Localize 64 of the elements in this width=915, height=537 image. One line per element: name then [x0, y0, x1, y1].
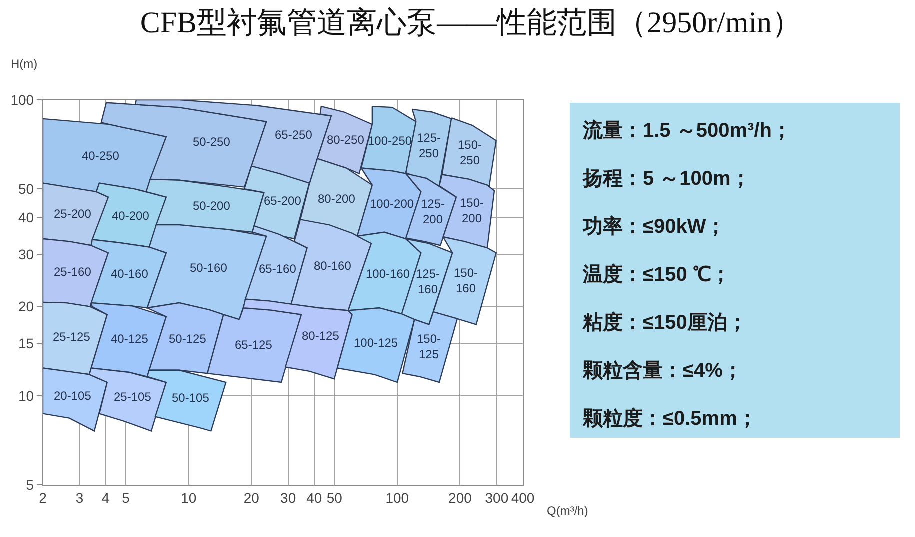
series-label: 80-125 — [302, 329, 340, 343]
x-tick-label: 2 — [39, 490, 48, 506]
series-label: 40-250 — [82, 149, 120, 163]
text: 扬程：5 ～100m； — [582, 168, 751, 190]
series-label: 150-200 — [460, 196, 484, 226]
series-label: 100-125 — [354, 336, 398, 350]
text: 功率：≤90kW； — [582, 215, 726, 238]
x-tick-label: 300 — [485, 490, 509, 506]
series-label: 150-160 — [454, 266, 478, 296]
series-label: 150-125 — [417, 332, 442, 362]
x-tick-label: 30 — [280, 490, 296, 506]
series-label: 40-200 — [112, 209, 150, 223]
text: 粘度：≤150厘泊； — [582, 311, 748, 334]
x-tick-label: 40 — [306, 490, 322, 506]
series-label: 25-105 — [114, 390, 152, 404]
series-label: 50-125 — [169, 332, 207, 346]
x-tick-label: 200 — [448, 490, 472, 506]
x-tick-label: 5 — [122, 490, 130, 506]
series-label: 65-200 — [264, 194, 302, 208]
series-label: 65-160 — [259, 262, 297, 276]
x-tick-label: 20 — [244, 490, 260, 506]
x-tick-label: 50 — [326, 490, 343, 506]
series-label: 65-125 — [235, 338, 273, 352]
series-label: 125-250 — [417, 131, 442, 161]
series-label: 100-250 — [368, 134, 412, 148]
x-tick-label: 400 — [511, 490, 535, 506]
series-label: 80-160 — [314, 259, 352, 273]
series-label: 100-200 — [370, 197, 414, 211]
y-axis-title: H(m) — [11, 57, 38, 71]
series-label: 50-200 — [193, 199, 231, 213]
y-tick-label: 5 — [26, 476, 34, 493]
series-label: 40-160 — [111, 267, 149, 281]
y-tick-label: 30 — [18, 246, 34, 263]
x-tick-label: 4 — [102, 490, 110, 506]
text: 颗粒含量：≤4%； — [582, 359, 743, 382]
y-tick-label: 50 — [18, 180, 34, 197]
series-label: 80-200 — [318, 192, 356, 206]
series-label: 65-250 — [275, 128, 313, 142]
series-label: 80-250 — [327, 133, 365, 147]
y-tick-label: 20 — [18, 298, 34, 315]
series-label: 25-200 — [54, 207, 92, 221]
y-tick-label: 15 — [18, 336, 34, 352]
series-label: 100-160 — [366, 267, 410, 281]
x-tick-label: 10 — [181, 490, 197, 506]
series-label: 25-160 — [54, 265, 92, 279]
series-label: 125-160 — [416, 267, 440, 297]
y-tick-label: 10 — [18, 388, 34, 404]
series-label: 40-125 — [111, 332, 149, 346]
series-label: 125-200 — [421, 197, 446, 227]
series-label: 25-125 — [53, 330, 91, 344]
series-label: 50-160 — [190, 261, 228, 275]
text: 温度：≤150 ℃； — [582, 263, 731, 286]
series-label: 20-105 — [54, 389, 92, 403]
text: 颗粒度：≤0.5mm； — [582, 407, 758, 430]
y-tick-label: 40 — [18, 210, 34, 226]
series-label: 150-250 — [458, 138, 482, 168]
chart-title: CFB型衬氟管道离心泵——性能范围（2950r/min） — [140, 6, 802, 40]
series-label: 50-250 — [193, 135, 231, 149]
x-axis-title: Q(m³/h) — [547, 504, 588, 518]
x-tick-label: 3 — [76, 490, 84, 506]
series-label: 50-105 — [172, 391, 210, 405]
y-tick-label: 100 — [10, 92, 34, 108]
x-tick-label: 100 — [386, 490, 410, 506]
text: 流量：1.5 ～500m³/h； — [582, 119, 792, 142]
